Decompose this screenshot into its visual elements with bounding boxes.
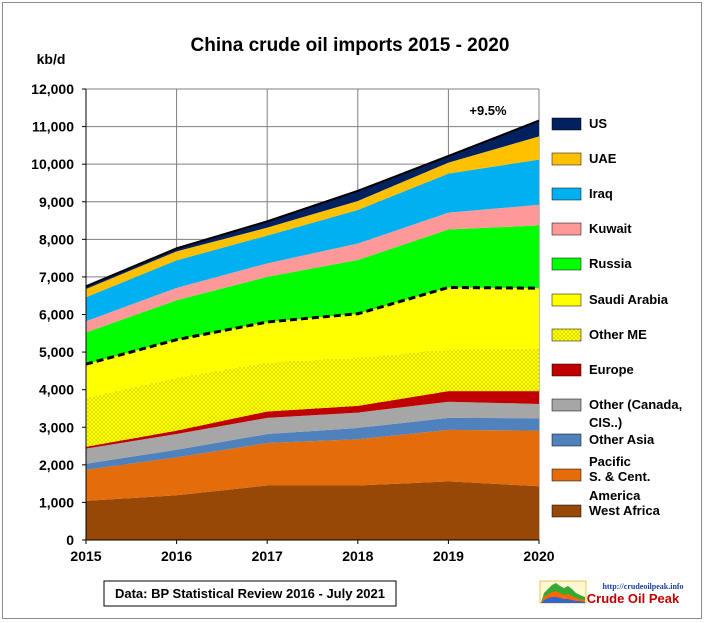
- y-tick-label: 11,000: [32, 119, 74, 135]
- x-tick-label: 2016: [161, 548, 192, 564]
- middle-east-total-dashed-line: [85, 285, 540, 366]
- legend-swatch: [551, 328, 582, 342]
- legend-label: Europe: [589, 362, 634, 377]
- legend-swatch: [551, 187, 582, 201]
- legend-label: Russia: [589, 256, 632, 271]
- chart-title: China crude oil imports 2015 - 2020: [191, 35, 510, 56]
- source-text: Data: BP Statistical Review 2016 - July …: [115, 586, 385, 601]
- y-tick-label: 4,000: [39, 382, 74, 398]
- legend-label: Pacific: [589, 454, 631, 469]
- legend-swatch: [551, 152, 582, 166]
- y-tick-label: 7,000: [39, 269, 74, 285]
- legend-label: America: [589, 488, 641, 503]
- legend-label: West Africa: [589, 503, 661, 518]
- area-west-africa: [86, 481, 539, 540]
- legend-label: Other (Canada,: [589, 397, 682, 412]
- y-tick-label: 1,000: [39, 494, 74, 510]
- legend-label: UAE: [589, 151, 617, 166]
- area-kuwait: [86, 204, 539, 333]
- y-tick-labels: 0 1,000 2,000 3,000 4,000 5,000 6,000 7,000 8,00…: [31, 81, 74, 548]
- logo-graph-icon: [539, 580, 587, 604]
- y-tick-label: 8,000: [39, 231, 74, 247]
- legend-swatch: [551, 433, 582, 447]
- growth-annotation: +9.5%: [469, 103, 507, 118]
- stacked-areas: [86, 120, 539, 540]
- legend-label: CIS..): [589, 415, 622, 430]
- legend-swatch: [551, 117, 582, 131]
- logo-url: http://crudeoilpeak.info: [602, 582, 683, 591]
- legend-swatch: [551, 293, 582, 307]
- area-iraq: [86, 159, 539, 322]
- y-tick-label: 5,000: [39, 344, 74, 360]
- y-tick-label: 3,000: [39, 419, 74, 435]
- axes: [82, 88, 540, 544]
- legend-label: Saudi Arabia: [589, 292, 669, 307]
- legend-swatch: [551, 363, 582, 377]
- x-tick-labels: 2015 2016 2017 2018 2019 2020: [70, 548, 554, 564]
- area-other-canada-cis: [86, 401, 539, 464]
- y-axis-label: kb/d: [37, 51, 66, 67]
- legend-swatch: [551, 398, 582, 412]
- crude-oil-peak-logo: http://crudeoilpeak.info Crude Oil Peak: [539, 580, 684, 606]
- legend-swatch: [551, 257, 582, 271]
- y-tick-label: 12,000: [31, 81, 74, 97]
- y-tick-label: 2,000: [39, 457, 74, 473]
- area-saudi-arabia: [86, 287, 539, 398]
- y-tick-label: 10,000: [31, 156, 74, 172]
- area-s-cent-america: [86, 429, 539, 501]
- logo-name: Crude Oil Peak: [587, 591, 680, 606]
- legend-label: S. & Cent.: [589, 469, 650, 484]
- legend-swatch: [551, 504, 582, 518]
- legend-swatch: [551, 222, 582, 236]
- area-uae: [86, 136, 539, 298]
- y-tick-label: 0: [66, 532, 74, 548]
- legend-label: Other Asia: [589, 432, 655, 447]
- area-other-asia: [86, 417, 539, 470]
- legend-label: US: [589, 116, 607, 131]
- area-russia: [86, 225, 539, 365]
- x-tick-label: 2020: [523, 548, 554, 564]
- x-tick-label: 2015: [70, 548, 101, 564]
- legend: US UAE Iraq Kuwait Russia Saudi Arabia Other M…: [551, 116, 682, 518]
- x-tick-label: 2017: [252, 548, 283, 564]
- area-europe: [86, 391, 539, 449]
- legend-label: Kuwait: [589, 221, 632, 236]
- y-tick-label: 6,000: [39, 307, 74, 323]
- legend-swatch: [551, 468, 582, 482]
- x-tick-label: 2019: [433, 548, 464, 564]
- china-oil-imports-chart: China crude oil imports 2015 - 2020 kb/d…: [31, 35, 684, 607]
- legend-label: Iraq: [589, 186, 613, 201]
- area-other-me: [86, 348, 539, 447]
- legend-label: Other ME: [589, 327, 647, 342]
- x-tick-label: 2018: [342, 548, 373, 564]
- source-box: Data: BP Statistical Review 2016 - July …: [103, 580, 397, 607]
- y-tick-label: 9,000: [39, 194, 74, 210]
- total-imports-line: [85, 119, 540, 288]
- boundary-lines: [85, 119, 540, 366]
